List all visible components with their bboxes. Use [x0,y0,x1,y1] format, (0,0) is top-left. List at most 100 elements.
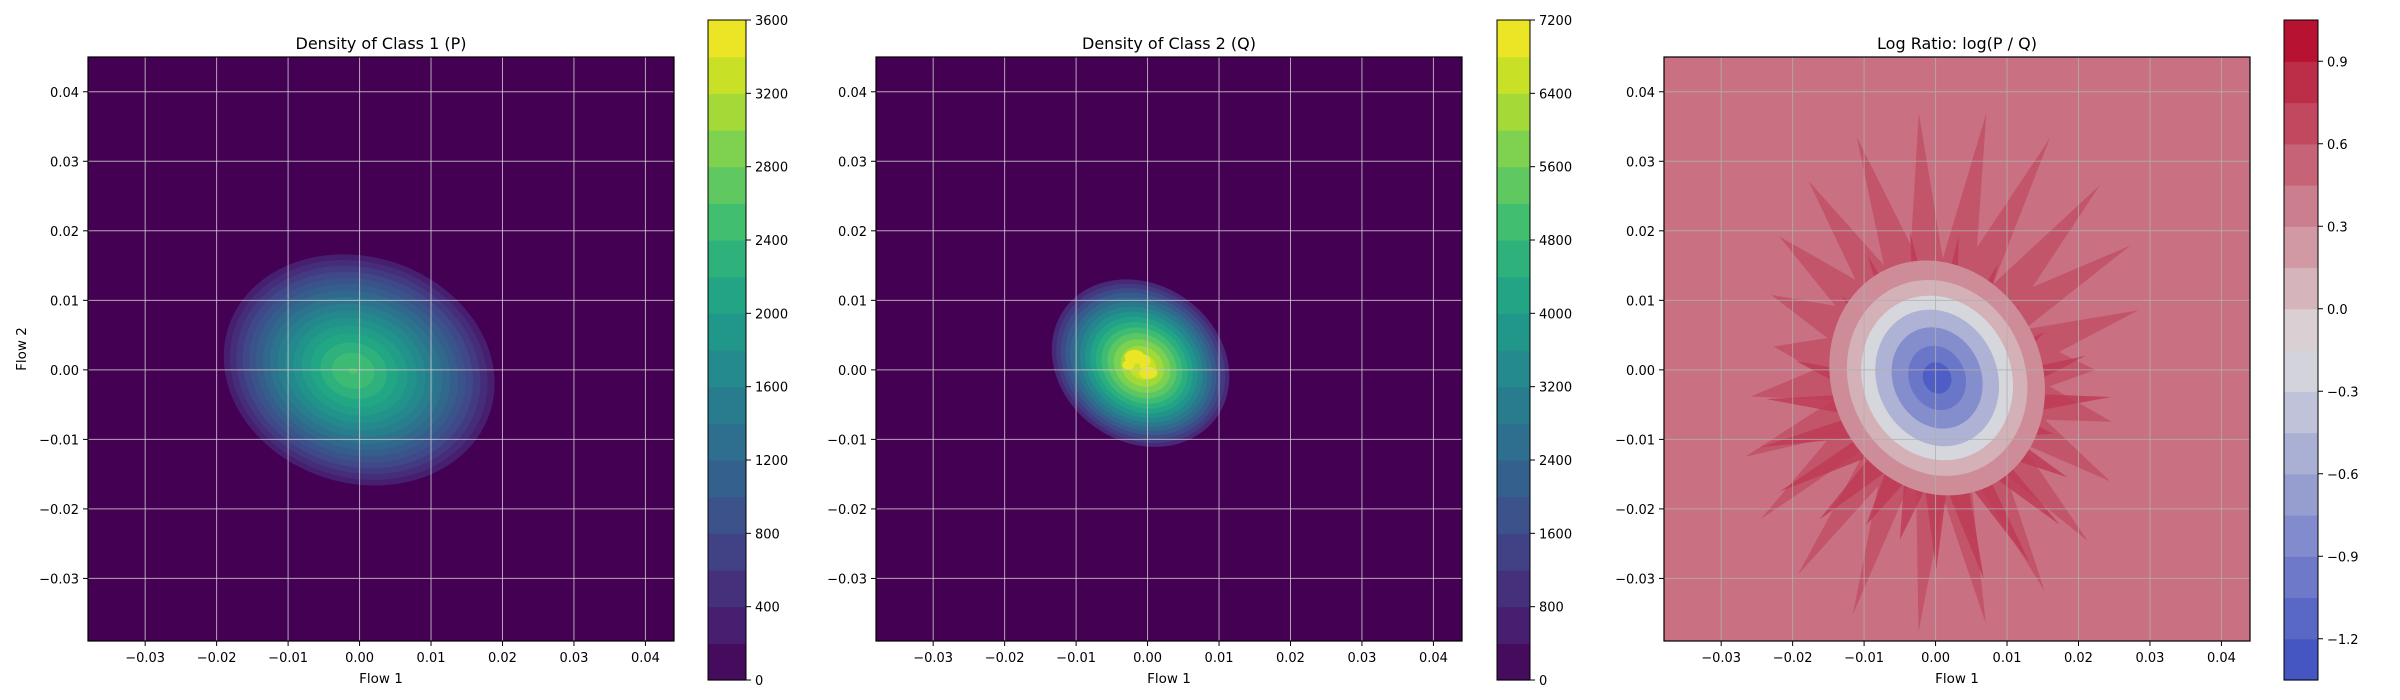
y-tick-label: 0.01 [838,294,867,309]
colorbar-tick-label: 3200 [1539,381,1572,396]
colorbar-tick-label: 4000 [1539,307,1572,322]
x-axis-label: Flow 1 [1147,671,1191,687]
colorbar-band [708,533,746,571]
colorbar-band [1497,20,1530,58]
plot-area [876,57,1462,641]
colorbar-band [2284,143,2318,186]
colorbar-band [708,643,746,681]
colorbar-band [708,166,746,204]
colorbar-tick-label: 1600 [755,381,788,396]
colorbar-tick-label: 0.3 [2327,220,2348,235]
y-tick-label: −0.03 [39,572,79,587]
y-tick-label: −0.03 [1615,572,1655,587]
y-tick-label: 0.04 [1626,86,1655,101]
colorbar-band [1497,460,1530,498]
y-tick-label: 0.00 [1626,364,1655,379]
colorbar-tick-label: 2400 [1539,454,1572,469]
y-axis-label: Flow 2 [14,327,30,371]
colorbar-band [1497,350,1530,388]
y-tick-label: −0.02 [827,503,867,518]
colorbar-frame [1496,19,1531,681]
y-tick-label: 0.01 [1626,294,1655,309]
colorbar-band [1497,643,1530,681]
colorbar-band [2284,473,2318,516]
colorbar-tick-label: 0 [1539,674,1547,689]
colorbar-band [2284,391,2318,434]
y-tick-label: 0.04 [838,86,867,101]
chart-title: Density of Class 2 (Q) [1082,34,1256,53]
colorbar-band [708,496,746,534]
colorbar-band [708,606,746,644]
y-tick-label: 0.00 [838,364,867,379]
colorbar-band [708,93,746,131]
colorbar-tick-label: 2400 [755,234,788,249]
colorbar-band [1497,56,1530,94]
colorbar-band [2284,61,2318,104]
colorbar-band [1497,93,1530,131]
y-tick-label: 0.03 [838,155,867,170]
x-tick-label: −0.03 [913,651,953,666]
plot-area [1664,57,2250,641]
colorbar-tick-label: −0.3 [2327,385,2359,400]
colorbar-tick-label: 0.9 [2327,55,2348,70]
colorbar-tick-label: 400 [755,601,780,616]
x-tick-label: 0.01 [1205,651,1234,666]
x-tick-label: 0.03 [1347,651,1376,666]
colorbar-band [708,460,746,498]
x-tick-label: 0.00 [1133,651,1162,666]
y-tick-label: 0.02 [1626,225,1655,240]
x-tick-label: 0.01 [417,651,446,666]
y-tick-label: 0.04 [50,86,79,101]
colorbar-band [2284,308,2318,351]
colorbar: 0 400 800 1200 1600 2000 2400 2800 3200 3600 [707,14,788,689]
colorbar-band [1497,130,1530,168]
density-contour [348,367,358,375]
density-class-1-panel: −0.03 −0.02 −0.01 0.00 0.01 0.02 0.03 0.04 −0.03… [14,14,788,689]
axes-frame [87,56,675,642]
x-tick-label: 0.02 [1276,651,1305,666]
colorbar-band [2284,20,2318,62]
x-axis-label: Flow 1 [1935,671,1979,687]
colorbar-band [708,276,746,314]
colorbar: −1.2 −0.9 −0.6 −0.3 0.0 0.3 0.6 0.9 [2283,19,2359,681]
colorbar-tick-label: 6400 [1539,87,1572,102]
colorbar-band [2284,597,2318,640]
colorbar: 0 800 1600 2400 3200 4000 4800 5600 6400 7200 [1496,14,1572,689]
x-tick-label: −0.01 [268,651,308,666]
colorbar-tick-label: 2000 [755,307,788,322]
colorbar-band [708,570,746,608]
axes-frame [1663,56,2251,642]
colorbar-band [1497,533,1530,571]
colorbar-band [708,350,746,388]
grid-lines [1664,57,2250,641]
x-tick-label: 0.01 [1993,651,2022,666]
colorbar-tick-label: −0.9 [2327,550,2359,565]
x-tick-label: 0.03 [559,651,588,666]
colorbar-tick-label: 5600 [1539,161,1572,176]
x-tick-label: −0.03 [1701,651,1741,666]
y-tick-label: −0.01 [39,433,79,448]
plot-area [88,57,674,641]
colorbar-band [1497,240,1530,278]
colorbar-band [2284,432,2318,475]
colorbar-tick-label: 4800 [1539,234,1572,249]
colorbar-band [2284,350,2318,392]
y-tick-label: 0.03 [1626,155,1655,170]
y-tick-label: 0.00 [50,364,79,379]
x-tick-label: 0.02 [488,651,517,666]
colorbar-band [1497,313,1530,351]
density-class-2-panel: −0.03 −0.02 −0.01 0.00 0.01 0.02 0.03 0.04 −0.03… [827,14,1572,689]
colorbar-band [1497,606,1530,644]
x-tick-label: −0.03 [125,651,165,666]
y-tick-label: −0.02 [39,503,79,518]
colorbar-band [708,386,746,424]
colorbar-band [2284,102,2318,145]
colorbar-tick-label: 3600 [755,14,788,29]
x-axis-label: Flow 1 [359,671,403,687]
x-tick-label: −0.01 [1056,651,1096,666]
density-hotspot [1138,354,1151,367]
colorbar-band [1497,276,1530,314]
colorbar-band [708,130,746,168]
x-tick-label: −0.02 [985,651,1025,666]
colorbar-band [708,203,746,241]
